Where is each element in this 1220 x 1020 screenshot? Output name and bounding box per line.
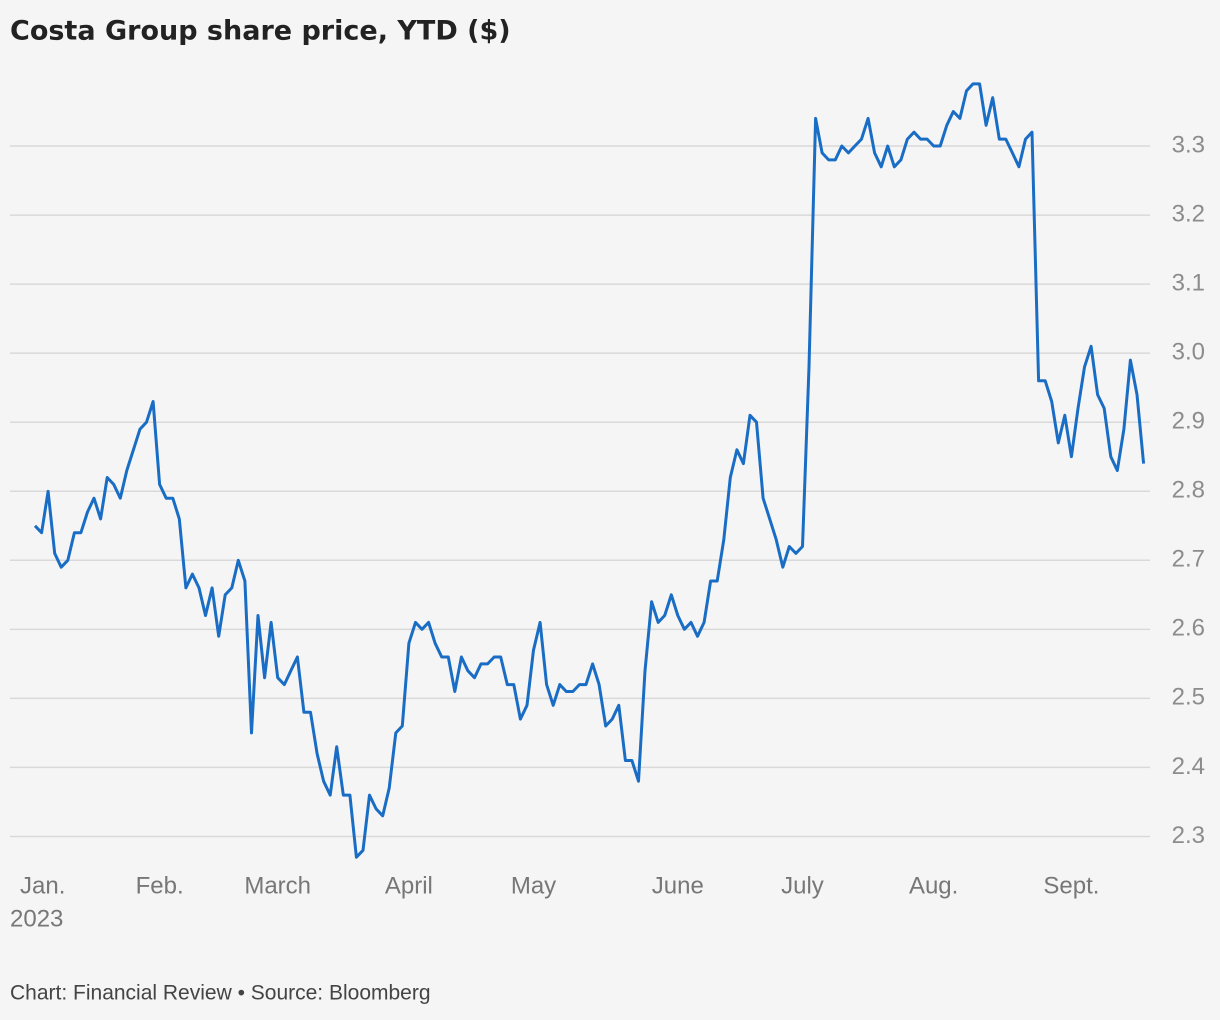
y-tick-label: 2.4 <box>1172 753 1205 780</box>
x-tick-label: Feb. <box>136 872 184 899</box>
x-tick-label: Aug. <box>909 872 958 899</box>
y-tick-label: 2.6 <box>1172 615 1205 642</box>
y-tick-label: 2.7 <box>1172 546 1205 573</box>
y-tick-label: 2.5 <box>1172 684 1205 711</box>
y-tick-label: 2.3 <box>1172 822 1205 849</box>
y-tick-label: 3.3 <box>1172 131 1205 158</box>
y-tick-label: 3.0 <box>1172 339 1205 366</box>
y-tick-label: 3.1 <box>1172 269 1205 296</box>
x-tick-label: April <box>385 872 433 899</box>
y-tick-label: 2.8 <box>1172 477 1205 504</box>
source: Chart: Financial Review • Source: Bloomb… <box>10 982 431 1005</box>
y-tick-label: 2.9 <box>1172 408 1205 435</box>
x-tick-label: June <box>652 872 704 899</box>
chart-title: Costa Group share price, YTD ($) <box>10 16 511 47</box>
x-tick-label: May <box>511 872 556 899</box>
x-tick-label: March <box>244 872 311 899</box>
x-tick-label: Sept. <box>1043 872 1099 899</box>
year-label: 2023 <box>10 905 63 932</box>
price-line <box>33 82 1146 859</box>
x-tick-label: July <box>781 872 824 899</box>
x-tick-label: Jan. <box>20 872 65 899</box>
y-tick-label: 3.2 <box>1172 200 1205 227</box>
